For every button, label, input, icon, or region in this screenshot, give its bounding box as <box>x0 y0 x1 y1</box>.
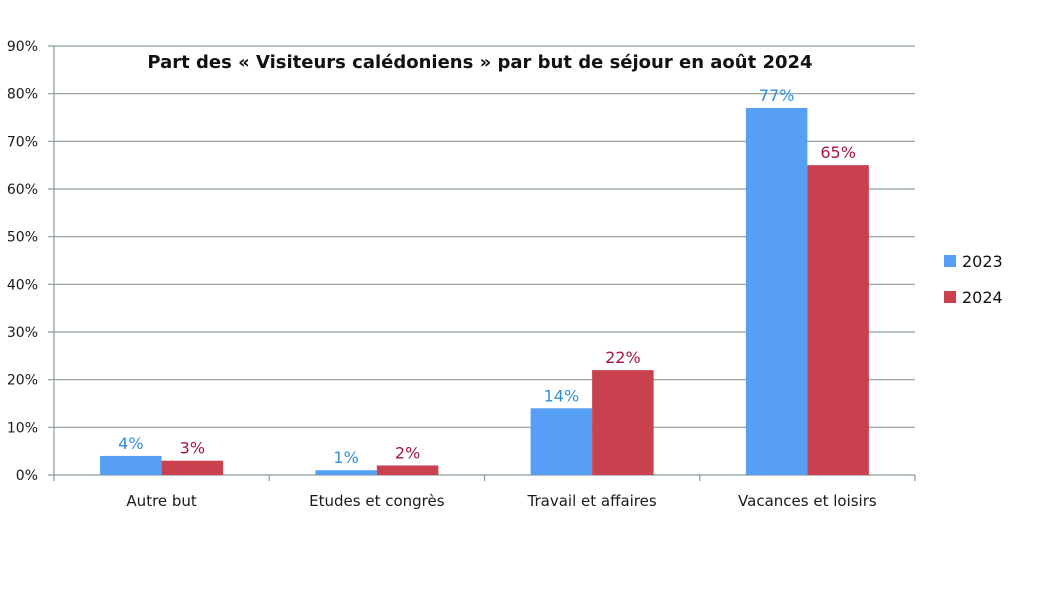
data-label-2023: 1% <box>333 448 358 467</box>
x-tick-label: Vacances et loisirs <box>738 492 877 510</box>
data-labels: 4% 3% 1% 2% 14% 22% 77% 65% <box>118 86 856 467</box>
data-label-2023: 14% <box>544 386 580 405</box>
bar-2023 <box>315 470 377 475</box>
data-label-2024: 65% <box>820 143 856 162</box>
data-label-2023: 4% <box>118 434 143 453</box>
legend: 2023 2024 <box>944 252 1003 307</box>
y-tick-label: 20% <box>7 373 38 389</box>
legend-label-2024: 2024 <box>962 288 1003 307</box>
y-axis-ticks: 0% 10% 20% 30% 40% 50% 60% 70% 80% 90% <box>7 39 38 484</box>
data-label-2024: 3% <box>180 439 205 458</box>
y-tick-label: 40% <box>7 277 38 293</box>
y-tick-label: 10% <box>7 420 38 436</box>
chart-title: Part des « Visiteurs calédoniens » par b… <box>147 52 812 73</box>
x-tick-label: Etudes et congrès <box>309 492 445 510</box>
legend-label-2023: 2023 <box>962 252 1003 271</box>
y-tick-label: 70% <box>7 134 38 150</box>
bar-2024 <box>592 370 654 475</box>
bar-2024 <box>161 460 224 475</box>
data-label-2024: 2% <box>395 443 420 462</box>
x-tick-label: Autre but <box>126 492 197 510</box>
bar-2023 <box>100 455 162 475</box>
x-tick-label: Travail et affaires <box>527 492 657 510</box>
bar-2023 <box>530 408 593 475</box>
legend-swatch-2024 <box>944 291 956 303</box>
gridlines <box>48 45 916 481</box>
y-tick-label: 60% <box>7 182 38 198</box>
y-tick-label: 90% <box>7 39 38 55</box>
bar-2024 <box>807 165 869 475</box>
y-tick-label: 30% <box>7 325 38 341</box>
legend-swatch-2023 <box>944 255 956 267</box>
bar-2024 <box>376 465 439 475</box>
y-tick-label: 80% <box>7 87 38 103</box>
data-label-2024: 22% <box>605 348 641 367</box>
x-axis-ticks: Autre but Etudes et congrès Travail et aff… <box>126 492 876 510</box>
data-label-2023: 77% <box>759 86 795 105</box>
y-tick-label: 0% <box>16 468 38 484</box>
y-tick-label: 50% <box>7 230 38 246</box>
bars <box>100 107 869 475</box>
bar-2023 <box>745 107 808 475</box>
